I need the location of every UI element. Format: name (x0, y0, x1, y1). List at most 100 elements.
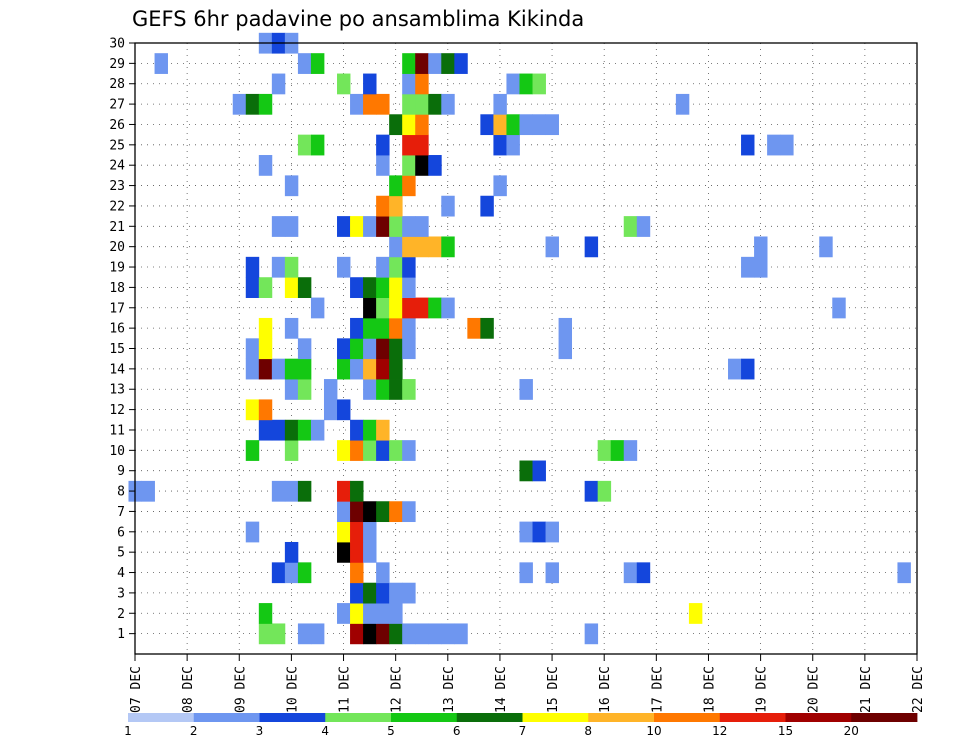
heatmap-cell (480, 195, 494, 217)
heatmap-cell (258, 358, 273, 380)
heatmap-cell (558, 317, 573, 339)
legend-label: 6 (453, 724, 461, 738)
heatmap-cell (519, 379, 533, 400)
heatmap-cell (323, 399, 338, 421)
heatmap-cell (623, 562, 638, 584)
legend-swatch (654, 713, 721, 722)
heatmap-cell (271, 73, 286, 95)
legend-swatch (128, 713, 195, 722)
heatmap-cell (376, 93, 390, 115)
heatmap-cell (363, 277, 377, 298)
heatmap-cell (389, 297, 403, 319)
heatmap-cell (337, 338, 351, 360)
heatmap-cell (493, 114, 507, 136)
heatmap-cell (350, 216, 364, 237)
heatmap-cell (584, 480, 599, 502)
heatmap-cell (441, 53, 455, 74)
heatmap-cell (141, 480, 155, 502)
heatmap-cell (493, 93, 507, 115)
heatmap-cell (728, 358, 742, 380)
heatmap-cell (532, 460, 546, 482)
heatmap-cell (245, 521, 260, 543)
heatmap-cell (428, 155, 442, 176)
heatmap-cell (415, 73, 429, 95)
x-tick-label: 16 DEC (598, 666, 613, 713)
heatmap-cell (454, 623, 468, 645)
heatmap-cell (284, 379, 299, 400)
heatmap-cell (284, 256, 299, 278)
x-tick-label: 20 DEC (807, 666, 822, 713)
y-tick-label: 25 (109, 138, 125, 153)
heatmap-cell (376, 623, 390, 645)
heatmap-cell (297, 358, 312, 380)
heatmap-cell (402, 175, 416, 197)
heatmap-cell (428, 53, 442, 74)
legend-label: 3 (256, 724, 264, 738)
y-tick-label: 12 (109, 403, 125, 418)
heatmap-cell (258, 399, 273, 421)
y-tick-label: 28 (109, 77, 125, 92)
heatmap-cell (337, 480, 351, 502)
heatmap-cell (337, 521, 351, 543)
legend-swatch (325, 713, 392, 722)
heatmap-cell (363, 379, 377, 400)
heatmap-cell (389, 501, 403, 523)
legend-label: 2 (190, 724, 198, 738)
color-legend: 1 2 3 4 5 6 7 8 10 12 15 20 (124, 713, 918, 738)
heatmap-cell (363, 623, 377, 645)
heatmap-cell (297, 480, 312, 502)
heatmap-cell (350, 440, 364, 461)
heatmap-cell (519, 73, 533, 95)
heatmap-cell (376, 358, 390, 380)
heatmap-cell (623, 440, 638, 461)
heatmap-cell (363, 73, 377, 95)
y-tick-label: 16 (109, 322, 125, 337)
heatmap-cell (376, 195, 390, 217)
heatmap-cell (258, 93, 273, 115)
x-tick-label: 11 DEC (338, 666, 353, 713)
heatmap-cell (506, 73, 520, 95)
legend-label: 5 (387, 724, 395, 738)
legend-swatch (851, 713, 918, 722)
legend-label: 20 (844, 724, 859, 738)
heatmap-cell (297, 277, 312, 298)
heatmap-cell (284, 419, 299, 441)
heatmap-cell (350, 582, 364, 604)
heatmap-cell (402, 134, 416, 156)
heatmap-cell (350, 93, 364, 115)
heatmap-cell (480, 114, 494, 136)
legend-label: 7 (519, 724, 527, 738)
heatmap-cell (389, 317, 403, 339)
y-tick-label: 19 (109, 261, 125, 276)
heatmap-cell (532, 521, 546, 543)
heatmap-cell (389, 175, 403, 197)
heatmap-cell (402, 73, 416, 95)
heatmap-cell (441, 93, 455, 115)
heatmap-cell (675, 93, 690, 115)
heatmap-cell (376, 582, 390, 604)
heatmap-cell (506, 134, 520, 156)
heatmap-cell (284, 562, 299, 584)
heatmap-cell (741, 358, 755, 380)
y-tick-label: 23 (109, 179, 125, 194)
y-tick-label: 29 (109, 57, 125, 72)
heatmap-cell (519, 521, 533, 543)
heatmap-cell (271, 562, 286, 584)
heatmap-cell (258, 277, 273, 298)
heatmap-cell (897, 562, 911, 584)
legend-label: 1 (124, 724, 132, 738)
heatmap-cell (363, 501, 377, 523)
heatmap-cell (297, 53, 312, 74)
heatmap-cell (258, 338, 273, 360)
heatmap-cell (284, 317, 299, 339)
heatmap-cell (467, 317, 481, 339)
heatmap-cell (363, 440, 377, 461)
heatmap-cell (402, 53, 416, 74)
heatmap-cell (389, 195, 403, 217)
heatmap-cell (376, 297, 390, 319)
heatmap-cell (350, 623, 364, 645)
heatmap-cell (350, 338, 364, 360)
heatmap-cell (623, 216, 638, 237)
heatmap-cell (389, 440, 403, 461)
